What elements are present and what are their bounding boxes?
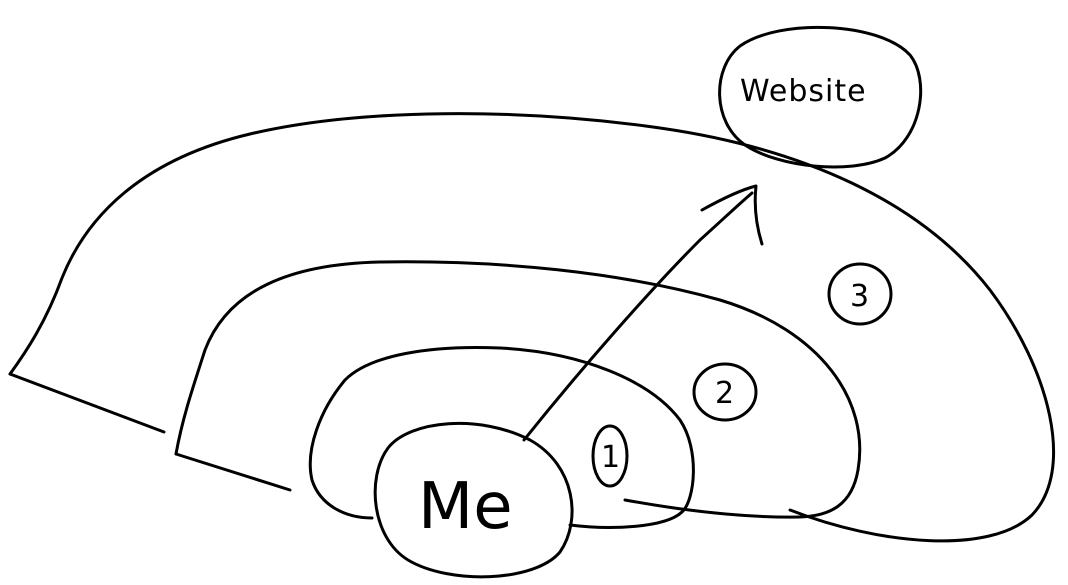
- ring-1-marker-circle: [591, 424, 629, 488]
- website-node: Website: [718, 25, 923, 169]
- ring-2-number: 2: [715, 376, 734, 411]
- arrow-head: [700, 184, 764, 246]
- ring-1-number: 1: [601, 440, 620, 475]
- ring-2-left-edge: [174, 452, 292, 492]
- arrow-shaft: [522, 191, 754, 442]
- ring-3-number: 3: [850, 279, 869, 314]
- ring-2-outline: [174, 260, 862, 519]
- ring-2: [174, 260, 862, 519]
- ring-3-outline: [8, 112, 1056, 543]
- me-node: Me: [373, 421, 574, 579]
- website-node-label: Website: [740, 74, 867, 109]
- ring-3-marker-circle: [827, 262, 893, 326]
- ring-1-marker: 1: [591, 424, 629, 488]
- ring-3-left-edge: [8, 372, 166, 434]
- ring-3: [8, 112, 1056, 543]
- ring-2-marker: 2: [692, 362, 758, 422]
- me-to-website-arrow: [522, 184, 764, 442]
- ring-1: [308, 346, 695, 529]
- website-node-circle: [718, 25, 923, 169]
- ring-2-marker-circle: [692, 362, 758, 422]
- me-node-circle: [373, 421, 574, 579]
- me-node-label: Me: [418, 470, 513, 544]
- ring-3-marker: 3: [827, 262, 893, 326]
- ring-1-outline: [308, 346, 695, 529]
